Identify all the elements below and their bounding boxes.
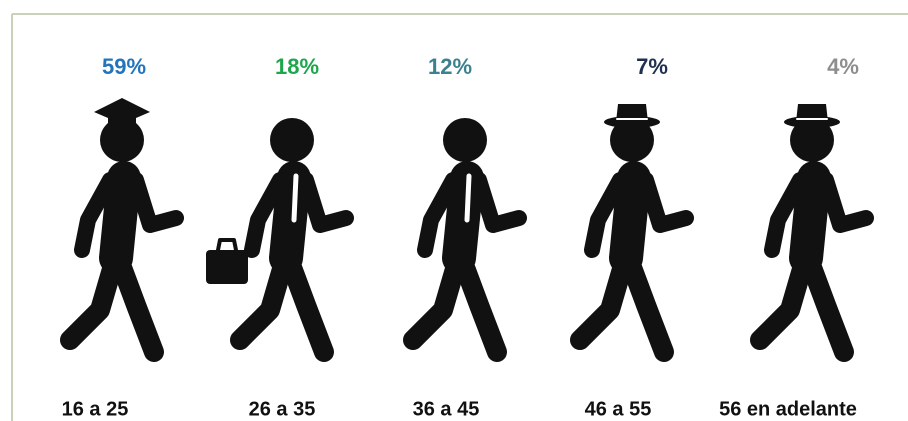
torso xyxy=(609,161,651,275)
leg xyxy=(453,252,507,362)
torso xyxy=(269,161,311,275)
arm xyxy=(764,172,808,258)
torso xyxy=(789,161,831,275)
head xyxy=(610,118,654,162)
arm xyxy=(128,172,184,233)
hat-crown xyxy=(616,104,648,122)
arm xyxy=(417,172,461,258)
tie xyxy=(464,173,472,223)
briefcase-handle xyxy=(216,238,238,252)
arm xyxy=(584,172,628,258)
walking-figure xyxy=(60,98,184,362)
leg xyxy=(620,252,674,362)
percent-label: 4% xyxy=(827,54,859,79)
grad-cap-base xyxy=(108,114,136,124)
leg xyxy=(280,252,334,362)
head xyxy=(443,118,487,162)
percent-label: 18% xyxy=(275,54,319,79)
arm xyxy=(74,172,118,258)
head xyxy=(100,118,144,162)
tie xyxy=(291,173,299,223)
percent-label: 12% xyxy=(428,54,472,79)
percent-label: 59% xyxy=(102,54,146,79)
leg xyxy=(60,252,124,350)
walking-figure xyxy=(206,118,354,362)
walking-figure xyxy=(403,118,527,362)
arm xyxy=(818,172,874,233)
leg xyxy=(110,252,164,362)
hat-crown xyxy=(796,104,828,122)
arm xyxy=(471,172,527,233)
head xyxy=(790,118,834,162)
leg xyxy=(750,252,814,350)
walking-figure xyxy=(570,104,694,362)
leg xyxy=(570,252,634,350)
walking-figure xyxy=(750,104,874,362)
head xyxy=(270,118,314,162)
age-label: 26 a 35 xyxy=(249,398,316,420)
leg xyxy=(800,252,854,362)
leg xyxy=(403,252,467,350)
arm xyxy=(244,172,288,258)
arm xyxy=(298,172,354,233)
age-label: 16 a 25 xyxy=(62,398,129,420)
arm xyxy=(638,172,694,233)
age-label: 56 en adelante xyxy=(719,398,857,420)
briefcase xyxy=(206,250,248,284)
torso xyxy=(99,161,141,275)
torso xyxy=(442,161,484,275)
leg xyxy=(230,252,294,350)
age-label: 46 a 55 xyxy=(585,398,652,420)
age-label: 36 a 45 xyxy=(413,398,480,420)
percent-label: 7% xyxy=(636,54,668,79)
